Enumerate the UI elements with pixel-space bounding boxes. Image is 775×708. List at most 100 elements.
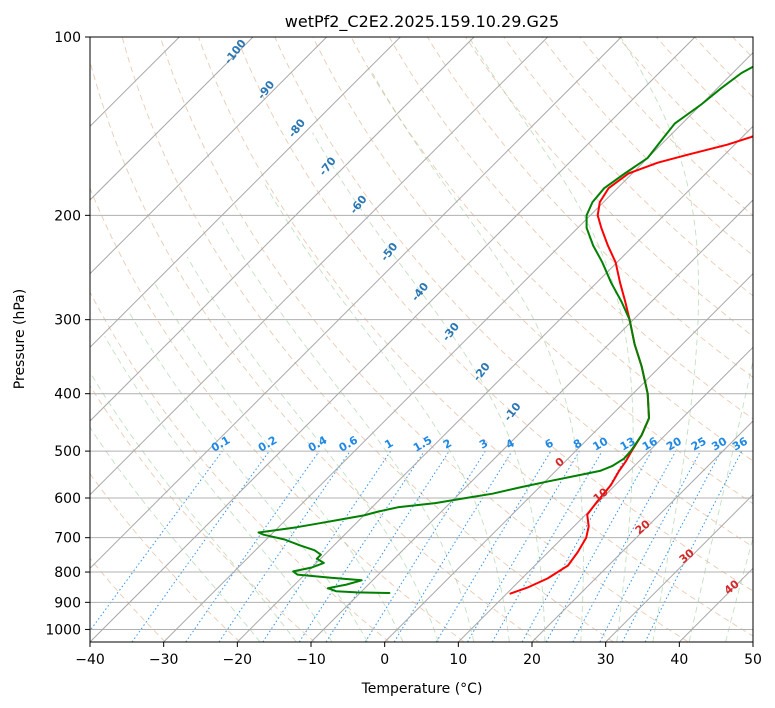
dry-adiabat-line bbox=[159, 37, 689, 642]
plot-area: 0.1 0.2 0.4 0.6 1 1.5 2 3 4 6 8 10 13 16 20 25 30 36-100-… bbox=[90, 37, 753, 642]
y-axis-label: Pressure (hPa) bbox=[12, 289, 28, 389]
x-tick-label: 40 bbox=[670, 652, 688, 668]
isotherm-gridline bbox=[90, 37, 696, 642]
isotherm-gridline bbox=[90, 37, 328, 275]
y-tick-label: 500 bbox=[54, 444, 81, 460]
dry-adiabat-line bbox=[90, 291, 390, 642]
moist-adiabat-line bbox=[262, 180, 510, 642]
moist-adiabats bbox=[90, 37, 753, 642]
dry-adiabat-label: -100 bbox=[222, 37, 249, 67]
mixing-ratio-line bbox=[90, 450, 223, 632]
mixing-ratio-label: 6 bbox=[543, 436, 556, 451]
dry-adiabat-label: -20 bbox=[470, 360, 493, 384]
x-tick-label: 10 bbox=[449, 652, 467, 668]
isobar-gridlines bbox=[90, 37, 753, 630]
x-tick-label: −40 bbox=[75, 652, 105, 668]
mixing-ratio-line bbox=[644, 450, 743, 642]
moist-adiabat-line bbox=[468, 37, 634, 642]
mixing-ratio-lines bbox=[90, 450, 743, 642]
dry-adiabat-label: -90 bbox=[255, 78, 278, 102]
y-tick-label: 600 bbox=[54, 491, 81, 507]
isotherm-gridline bbox=[605, 493, 753, 642]
moist-adiabat-line bbox=[186, 256, 439, 642]
x-axis-label: Temperature (°C) bbox=[361, 681, 483, 697]
dry-adiabat-line bbox=[236, 37, 753, 592]
dry-adiabat-line bbox=[90, 186, 465, 642]
x-tick-label: −30 bbox=[149, 652, 179, 668]
isotherm-gridline bbox=[531, 420, 753, 642]
mixing-ratio-line bbox=[131, 450, 270, 642]
x-tick-label: 0 bbox=[380, 652, 389, 668]
x-tick-label: 50 bbox=[744, 652, 762, 668]
x-tick-label: 30 bbox=[597, 652, 615, 668]
dry-adiabat-label: -30 bbox=[440, 320, 463, 344]
mixing-ratio-label: 1 bbox=[382, 437, 395, 452]
moist-adiabat-line bbox=[620, 37, 700, 642]
moist-adiabat-label: 30 bbox=[677, 546, 697, 566]
dry-adiabat-line bbox=[427, 37, 753, 378]
moist-adiabat-line bbox=[90, 426, 261, 642]
mixing-ratio-line bbox=[298, 450, 425, 642]
dry-adiabat-line bbox=[274, 37, 753, 548]
moist-adiabat-line bbox=[154, 282, 404, 642]
y-tick-label: 700 bbox=[54, 531, 81, 547]
dry-adiabat-line bbox=[121, 37, 614, 642]
moist-adiabat-label: 40 bbox=[722, 577, 742, 597]
mixing-ratio-line bbox=[621, 450, 722, 642]
mixing-ratio-label: 3 bbox=[477, 437, 490, 452]
dry-adiabat-line bbox=[465, 37, 753, 337]
isotherm-gridline bbox=[752, 641, 753, 642]
dry-adiabat-line bbox=[90, 473, 241, 642]
y-tick-label: 800 bbox=[54, 565, 81, 581]
y-tick-label: 900 bbox=[54, 595, 81, 611]
dry-adiabat-label: -10 bbox=[501, 400, 524, 424]
isotherm-gridline bbox=[90, 37, 549, 496]
moist-adiabat-line bbox=[688, 358, 753, 642]
x-tick-label: −20 bbox=[223, 652, 253, 668]
x-axis-ticks: −40 −30 −20 −10 0 10 20 30 40 50 bbox=[75, 642, 762, 668]
dry-adiabat-line bbox=[694, 37, 753, 98]
dry-adiabat-line bbox=[90, 59, 540, 642]
moist-adiabat-label: 20 bbox=[633, 517, 653, 537]
mixing-ratio-label: 2 bbox=[441, 437, 454, 452]
dry-adiabat-line bbox=[732, 37, 753, 59]
isotherm-gridline bbox=[90, 37, 475, 422]
isotherm-gridline bbox=[90, 37, 401, 349]
isotherm-gridline bbox=[236, 125, 753, 642]
temperature-profile-line bbox=[509, 135, 753, 595]
mixing-ratio-line bbox=[218, 450, 351, 642]
dry-adiabat-line bbox=[541, 37, 753, 257]
mixing-ratio-line bbox=[572, 450, 677, 642]
mixing-ratio-line bbox=[435, 450, 552, 642]
isotherm-gridline bbox=[90, 37, 254, 201]
y-tick-label: 400 bbox=[54, 387, 81, 403]
y-tick-label: 200 bbox=[54, 208, 81, 224]
moist-adiabat-line bbox=[725, 536, 753, 642]
dry-adiabat-line bbox=[312, 37, 753, 505]
dry-adiabats bbox=[90, 37, 753, 642]
sounding-series bbox=[257, 65, 753, 595]
mixing-ratio-line bbox=[545, 450, 653, 642]
moist-adiabat-line bbox=[90, 371, 297, 642]
isotherm-gridline bbox=[163, 51, 753, 642]
dry-adiabat-line bbox=[503, 37, 753, 297]
mixing-ratio-line bbox=[364, 450, 486, 642]
isotherm-gridlines bbox=[90, 37, 753, 642]
dry-adiabat-label: -50 bbox=[378, 240, 401, 264]
dry-adiabat-line bbox=[388, 37, 753, 420]
dry-adiabat-label: -80 bbox=[286, 116, 309, 140]
isotherm-gridline bbox=[310, 199, 753, 642]
mixing-ratio-line bbox=[521, 450, 630, 642]
moist-adiabat-line bbox=[104, 336, 333, 642]
mixing-ratio-line bbox=[185, 450, 320, 642]
dry-adiabat-label: -40 bbox=[409, 280, 432, 304]
dry-adiabat-line bbox=[350, 37, 753, 462]
y-tick-label: 300 bbox=[54, 313, 81, 329]
isotherm-gridline bbox=[384, 272, 753, 642]
dewpoint-profile-line bbox=[257, 65, 753, 594]
x-tick-label: 20 bbox=[523, 652, 541, 668]
isotherm-gridline bbox=[678, 567, 753, 642]
mixing-ratio-line bbox=[325, 450, 450, 642]
